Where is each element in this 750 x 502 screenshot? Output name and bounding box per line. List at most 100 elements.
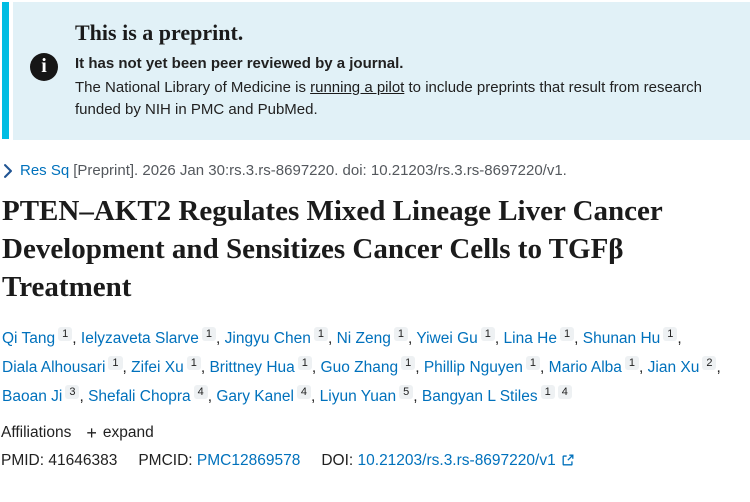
author: Guo Zhang 1, [320,356,420,376]
plus-icon: + [86,423,97,443]
author: Yiwei Gu 1, [416,327,500,347]
author-separator: , [72,330,77,347]
author: Liyun Yuan 5, [319,385,418,405]
pmcid-label: PMCID: [138,452,193,469]
external-link-icon [562,454,574,466]
banner-subheading: It has not yet been peer reviewed by a j… [75,55,404,72]
pmid-label: PMID: [1,452,45,469]
affiliation-superscript: 1 [201,327,217,341]
author-separator: , [540,359,545,376]
author: Diala Alhousari 1, [2,356,127,376]
author-link[interactable]: Diala Alhousari [2,359,106,376]
doi-link[interactable]: 10.21203/rs.3.rs-8697220/v1 [358,452,575,469]
chevron-right-icon[interactable] [3,163,13,178]
author-link[interactable]: Jingyu Chen [224,330,311,347]
author: Qi Tang 1, [2,327,77,347]
identifiers-row: PMID: 41646383 PMCID: PMC12869578 DOI: 10.… [1,452,750,470]
pmid-value: 41646383 [48,452,118,469]
author-separator: , [122,359,127,376]
banner-body-text: The National Library of Medicine is [75,79,311,96]
article-title: PTEN–AKT2 Regulates Mixed Lineage Liver … [2,195,663,303]
author: Ielyzaveta Slarve 1, [80,327,221,347]
author-link[interactable]: Jian Xu [647,359,700,376]
author: Jingyu Chen 1, [224,327,333,347]
author: Shefali Chopra 4, [88,385,213,405]
pmcid-link[interactable]: PMC12869578 [196,452,301,469]
affiliation-superscript: 1 [401,356,416,370]
author-link[interactable]: Gary Kanel [216,388,294,405]
affiliation-superscript: 4 [296,385,312,399]
author-link[interactable]: Guo Zhang [320,359,399,376]
doi-label: DOI: [321,452,354,469]
author-separator: , [79,388,84,405]
author-separator: , [216,330,221,347]
author-separator: , [677,330,682,347]
preprint-banner: i This is a preprint. It has not yet bee… [13,2,750,140]
author-link[interactable]: Baoan Ji [2,388,63,405]
author: Shunan Hu 1, [582,327,682,347]
affiliation-superscript: 1 [663,327,678,341]
affiliation-superscript: 1 [58,327,73,341]
author-link[interactable]: Ielyzaveta Slarve [80,330,199,347]
banner-heading: This is a preprint. [75,20,244,45]
journal-link[interactable]: Res Sq [20,162,70,179]
author-link[interactable]: Liyun Yuan [319,388,397,405]
author-separator: , [494,330,500,347]
author-link[interactable]: Brittney Hua [209,359,295,376]
author: Baoan Ji 3, [2,385,84,405]
author: Ni Zeng 1, [336,327,413,347]
citation-text: [Preprint]. 2026 Jan 30:rs.3.rs-8697220.… [73,162,567,179]
author-separator: , [311,388,316,405]
author-link[interactable]: Zifei Xu [131,359,184,376]
affiliations-label: Affiliations [1,424,72,441]
authors-list: Qi Tang 1, Ielyzaveta Slarve 1, Jingyu Che… [2,324,738,411]
affiliation-superscript: 4 [193,385,208,399]
banner-icon-column: i [30,20,75,140]
author-link[interactable]: Phillip Nguyen [423,359,523,376]
author-link[interactable]: Qi Tang [2,330,56,347]
affiliation-superscript: 1 [525,356,541,370]
author-separator: , [415,359,420,376]
author-link[interactable]: Ni Zeng [336,330,391,347]
expand-affiliations-button[interactable]: + expand [86,424,153,442]
author: Mario Alba 1, [548,356,644,376]
author: Bangyan L Stiles 1 4 [421,385,572,405]
banner-text: This is a preprint. It has not yet been … [75,20,711,140]
author-link[interactable]: Yiwei Gu [416,330,478,347]
author: Gary Kanel 4, [216,385,316,405]
doi-value: 10.21203/rs.3.rs-8697220/v1 [357,452,556,469]
author-separator: , [311,359,317,376]
author-separator: , [574,330,579,347]
author-link[interactable]: Bangyan L Stiles [421,388,538,405]
author-separator: , [327,330,333,347]
affiliation-superscript: 1 [313,327,328,341]
running-a-pilot-link[interactable]: running a pilot [310,79,405,96]
affiliation-superscript: 1 [186,356,201,370]
author-separator: , [207,388,213,405]
banner-body: The National Library of Medicine is runn… [75,77,711,121]
author-link[interactable]: Lina He [503,330,557,347]
author-separator: , [200,359,206,376]
affiliation-superscript: 1 [297,356,312,370]
author: Brittney Hua 1, [209,356,317,376]
affiliation-superscript: 2 [702,356,717,370]
affiliation-superscript: 1 [480,327,495,341]
doi-group: DOI: 10.21203/rs.3.rs-8697220/v1 [321,452,574,469]
author-separator: , [408,330,413,347]
affiliation-superscript: 3 [65,385,80,399]
author-link[interactable]: Shefali Chopra [88,388,191,405]
affiliation-superscript: 5 [399,385,414,399]
affiliation-superscript: 1 [540,385,555,399]
author: Lina He 1, [503,327,579,347]
author-separator: , [639,359,644,376]
affiliation-superscript: 4 [557,385,572,399]
author: Jian Xu 2, [647,356,721,376]
author-link[interactable]: Shunan Hu [582,330,661,347]
info-icon: i [30,53,58,81]
expand-label: expand [102,424,154,441]
affiliation-superscript: 1 [108,356,123,370]
author-link[interactable]: Mario Alba [548,359,622,376]
author-separator: , [716,359,721,376]
affiliation-superscript: 1 [624,356,640,370]
affiliation-superscript: 1 [393,327,408,341]
